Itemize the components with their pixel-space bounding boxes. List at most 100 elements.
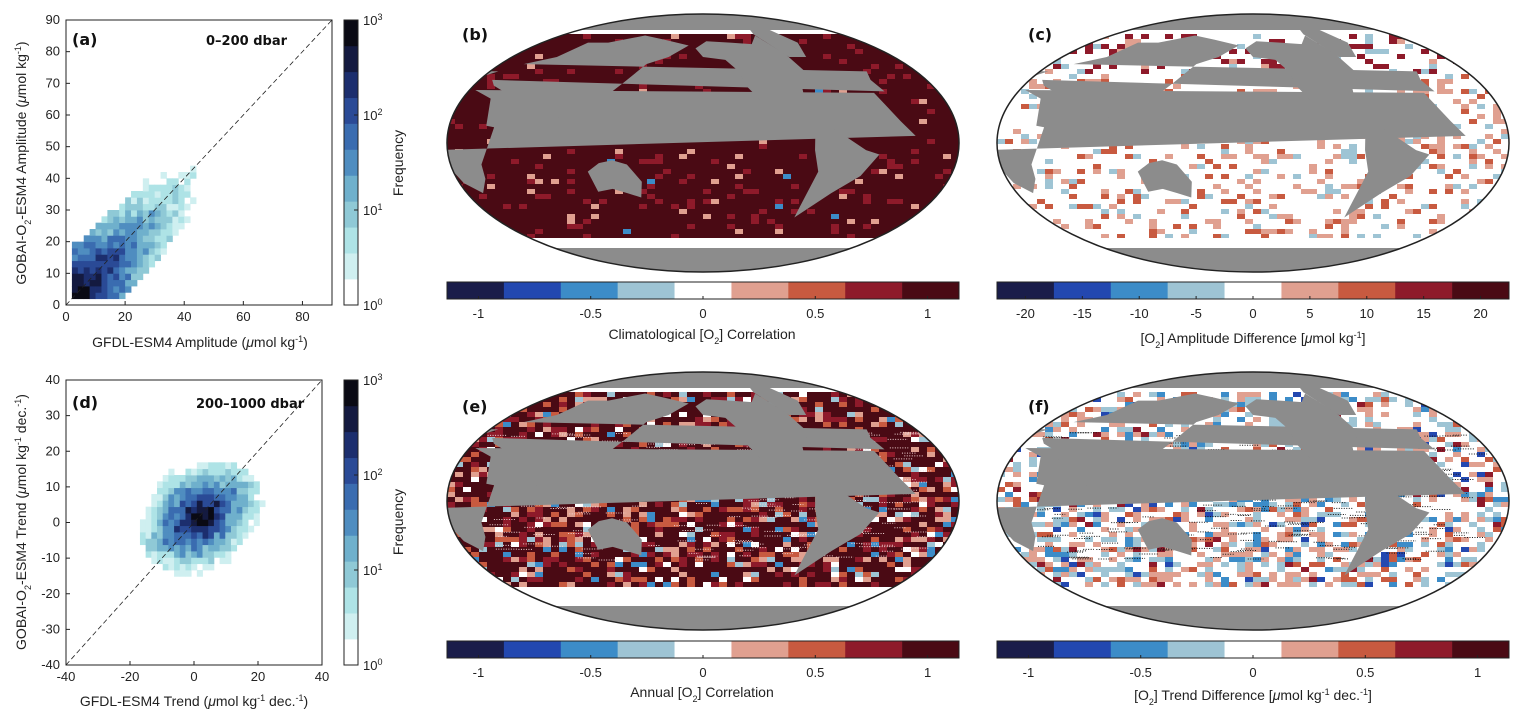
- map-cell: [663, 154, 672, 160]
- colorbar-step: [344, 123, 358, 150]
- map-cell: [847, 204, 856, 210]
- histogram-cell: [162, 487, 169, 495]
- map-cell: [719, 164, 728, 170]
- histogram-cell: [142, 197, 150, 205]
- map-cell: [519, 244, 528, 250]
- map-cell: [671, 174, 680, 180]
- histogram-cell: [202, 557, 209, 565]
- map-cell: [591, 194, 600, 200]
- map-cell: [1429, 44, 1438, 50]
- map-cell: [735, 34, 744, 40]
- map-cell: [1365, 54, 1374, 60]
- map-cell: [1477, 104, 1486, 110]
- map-cell: [1117, 149, 1126, 155]
- map-cell: [839, 214, 848, 220]
- map-cell: [839, 49, 848, 55]
- map-cell: [455, 194, 464, 200]
- map-cell: [1429, 144, 1438, 150]
- map-cell: [823, 229, 832, 235]
- histogram-cell: [184, 203, 191, 211]
- map-cell: [1453, 109, 1462, 115]
- map-cell: [871, 54, 880, 60]
- colorbar-step: [344, 175, 358, 202]
- map-cell: [895, 159, 904, 165]
- map-cell: [863, 169, 872, 175]
- map-cell: [495, 74, 504, 80]
- map-cell: [935, 134, 944, 140]
- map-cell: [887, 44, 896, 50]
- histogram-cell: [166, 235, 173, 243]
- map-cell: [559, 184, 568, 190]
- map-cell: [711, 184, 720, 190]
- map-cell: [463, 139, 472, 145]
- map-cell: [911, 134, 920, 140]
- map-cell: [583, 149, 592, 155]
- histogram-cell: [225, 525, 232, 533]
- histogram-cell: [230, 494, 238, 501]
- map-cell: [479, 244, 488, 250]
- map-cell: [1221, 144, 1230, 150]
- map-cell: [935, 94, 944, 100]
- histogram-cell: [242, 475, 249, 482]
- map-cell: [575, 144, 584, 150]
- histogram-cell: [95, 279, 102, 287]
- map-cell: [679, 209, 688, 215]
- map-cell: [1141, 79, 1150, 85]
- map-cell: [1237, 64, 1246, 70]
- map-cell: [559, 234, 568, 240]
- map-cell: [919, 234, 928, 240]
- map-cell: [519, 54, 528, 60]
- map-cell: [1029, 139, 1038, 145]
- x-tick-label: 60: [236, 309, 250, 324]
- map-cell: [919, 204, 928, 210]
- map-cell: [1253, 59, 1262, 65]
- map-cell: [1429, 79, 1438, 85]
- map-cell: [527, 219, 536, 225]
- histogram-cell: [196, 500, 203, 508]
- histogram-cell: [131, 222, 138, 230]
- histogram-cell: [160, 229, 167, 236]
- map-cell: [815, 209, 824, 215]
- histogram-cell: [107, 273, 114, 281]
- map-cell: [551, 159, 560, 165]
- histogram-cell: [157, 500, 164, 508]
- map-cell: [519, 199, 528, 205]
- map-cell: [559, 199, 568, 205]
- histogram-cell: [142, 260, 150, 268]
- map-cell: [471, 64, 480, 70]
- map-cell: [951, 134, 959, 140]
- map-cell: [1221, 84, 1230, 90]
- histogram-cell: [208, 506, 215, 514]
- map-cell: [1245, 84, 1254, 90]
- map-cell: [519, 229, 528, 235]
- map-cell: [935, 244, 944, 250]
- map-cell: [1005, 34, 1014, 40]
- map-cell: [1349, 34, 1358, 40]
- map-cell: [703, 214, 712, 220]
- map-cell: [1101, 44, 1110, 50]
- histogram-cell: [202, 513, 209, 520]
- map-cell: [607, 199, 616, 205]
- histogram-cell: [236, 506, 243, 514]
- histogram-cell: [236, 494, 243, 501]
- map-cell: [639, 149, 648, 155]
- map-cell: [927, 159, 936, 165]
- map-cell: [935, 164, 944, 170]
- map-cell: [1357, 44, 1366, 50]
- histogram-cell: [89, 267, 96, 274]
- histogram-cell: [213, 468, 220, 476]
- map-cell: [1173, 154, 1182, 160]
- histogram-cell: [191, 557, 198, 565]
- panel-a-axes-frame: [65, 19, 333, 306]
- map-cell: [1197, 149, 1206, 155]
- histogram-cell: [95, 222, 102, 230]
- map-cell: [575, 74, 584, 80]
- histogram-cell: [107, 222, 114, 230]
- map-cell: [735, 39, 744, 45]
- map-cell: [727, 64, 736, 70]
- map-cell: [927, 69, 936, 75]
- map-cell: [807, 169, 816, 175]
- map-cell: [863, 224, 872, 230]
- map-cell: [1485, 109, 1494, 115]
